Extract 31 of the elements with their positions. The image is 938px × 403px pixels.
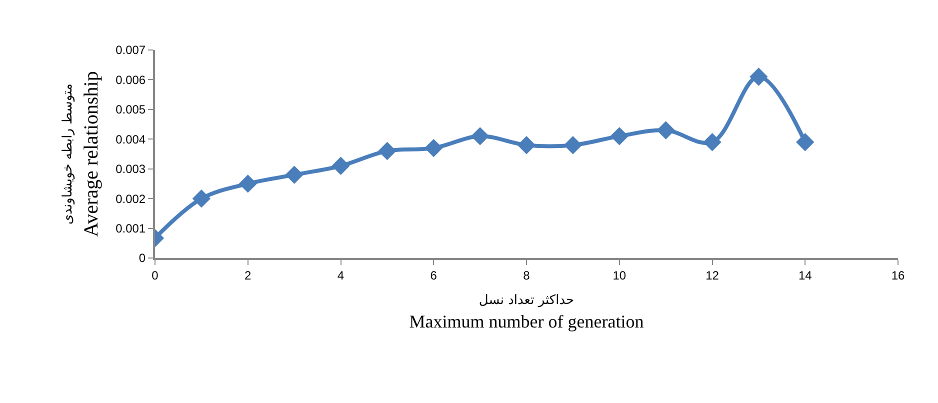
- point: [656, 121, 675, 140]
- x-tick-label: 4: [337, 268, 344, 282]
- point: [378, 142, 396, 160]
- point: [424, 138, 443, 158]
- x-tick-label: 2: [244, 268, 252, 282]
- point: [703, 133, 722, 152]
- point: [564, 136, 582, 154]
- y-tick-label: 0.002: [116, 192, 146, 206]
- point: [610, 127, 628, 146]
- x-tick-label: 0: [152, 268, 159, 282]
- y-tick-label: 0.001: [116, 221, 146, 236]
- y-tick-label: 0.003: [116, 162, 146, 176]
- y-tick-label: 0.005: [116, 102, 146, 117]
- point: [192, 189, 211, 208]
- point: [238, 174, 257, 193]
- x-tick-label: 12: [706, 268, 720, 282]
- x-tick-label: 14: [798, 268, 812, 282]
- point: [750, 68, 768, 86]
- point: [285, 166, 304, 184]
- x-tick-label: 16: [891, 268, 905, 282]
- x-tick-label: 6: [430, 268, 438, 282]
- point: [517, 136, 536, 154]
- point: [332, 156, 350, 175]
- y-tick-label: 0: [138, 251, 146, 266]
- y-tick-label: 0.004: [116, 132, 146, 146]
- x-tick-label: 8: [523, 268, 530, 282]
- y-tick-label: 0.007: [116, 43, 146, 58]
- point: [796, 133, 814, 152]
- y-tick-label: 0.006: [116, 72, 146, 87]
- x-tick-label: 10: [612, 268, 626, 282]
- point: [470, 127, 490, 146]
